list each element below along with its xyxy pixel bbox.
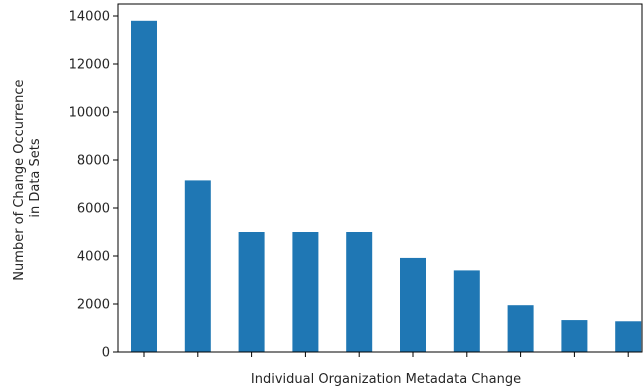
bar-8 xyxy=(507,305,534,352)
y-axis-label: Number of Change Occurrence in Data Sets xyxy=(12,75,43,280)
bar-10 xyxy=(615,321,642,352)
y-axis-ticks: 0 2000 4000 6000 8000 10000 12000 14000 xyxy=(69,10,118,361)
y-tick-label-4000: 4000 xyxy=(77,250,110,265)
bar-4 xyxy=(292,232,319,352)
bar-9 xyxy=(561,320,588,352)
bar-3 xyxy=(238,232,265,352)
y-tick-label-14000: 14000 xyxy=(69,10,110,25)
y-tick-label-12000: 12000 xyxy=(69,58,110,73)
bars-group xyxy=(131,20,642,353)
x-axis-label: Individual Organization Metadata Change xyxy=(251,372,521,387)
y-tick-label-10000: 10000 xyxy=(69,106,110,121)
y-tick-label-0: 0 xyxy=(102,346,110,361)
bar-7 xyxy=(453,270,480,352)
y-tick-label-2000: 2000 xyxy=(77,298,110,313)
y-axis-label-line-2: in Data Sets xyxy=(28,138,43,218)
y-axis-label-line-1: Number of Change Occurrence xyxy=(12,79,27,280)
y-tick-label-6000: 6000 xyxy=(77,202,110,217)
bar-1 xyxy=(131,20,157,353)
x-axis-ticks xyxy=(143,352,629,357)
y-tick-label-8000: 8000 xyxy=(77,154,110,169)
bar-5 xyxy=(346,232,373,352)
plot-frame xyxy=(117,3,643,353)
bar-2 xyxy=(184,180,211,352)
bar-6 xyxy=(400,257,426,352)
